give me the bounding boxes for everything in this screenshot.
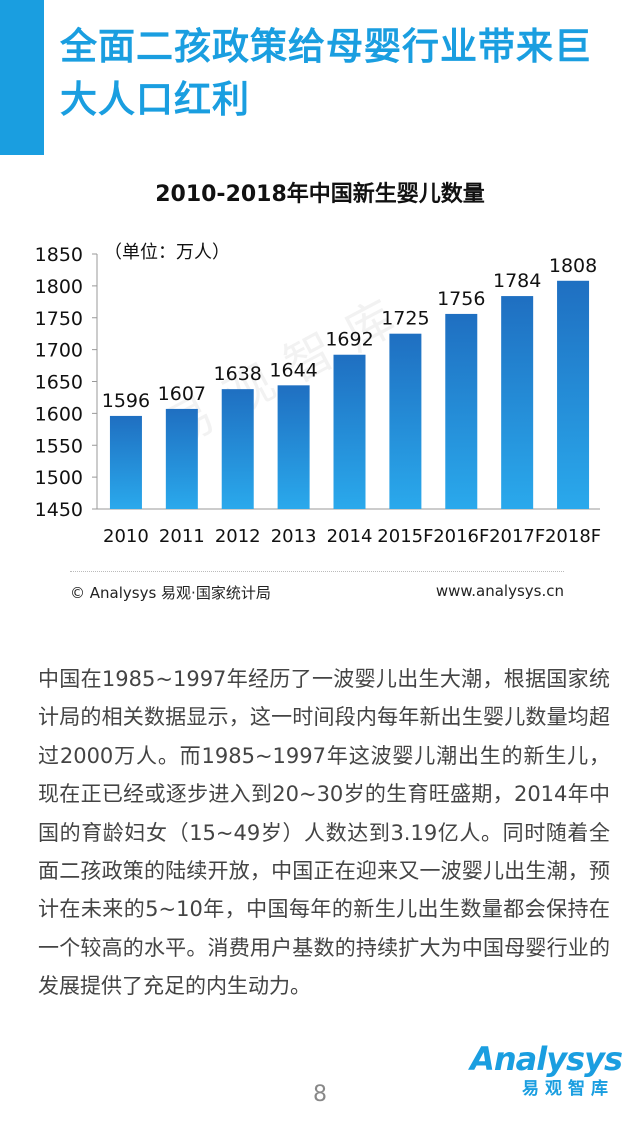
- logo-chinese: 易观智库: [522, 1079, 614, 1099]
- bar-value-label: 1725: [381, 308, 429, 330]
- y-tick-label: 1850: [35, 244, 83, 266]
- bar-2013: [277, 385, 310, 509]
- x-tick-label: 2013: [271, 526, 317, 547]
- y-tick-label: 1450: [35, 499, 83, 521]
- bar-value-label: 1692: [325, 329, 373, 351]
- y-tick-label: 1800: [35, 276, 83, 298]
- source-divider: [70, 571, 564, 572]
- bar-2016F: [445, 313, 478, 509]
- bar-value-label: 1607: [158, 383, 206, 405]
- page-number: 8: [313, 1082, 327, 1107]
- source-url[interactable]: www.analysys.cn: [435, 582, 564, 600]
- x-tick-label: 2015F: [377, 526, 433, 547]
- body-paragraph: 中国在1985~1997年经历了一波婴儿出生大潮，根据国家统计局的相关数据显示，…: [38, 667, 610, 999]
- bar-value-label: 1638: [214, 363, 262, 385]
- bar-value-label: 1644: [269, 359, 317, 381]
- source-credit: © Analysys 易观·国家统计局: [70, 584, 271, 602]
- bar-value-label: 1596: [102, 390, 150, 412]
- analysys-logo: Analysys 易观智库: [452, 1040, 623, 1100]
- page-title-line2: 大人口红利: [60, 78, 250, 121]
- bar-2017F: [501, 296, 534, 509]
- y-tick-label: 1650: [35, 372, 83, 394]
- unit-note: （单位：万人）: [104, 242, 230, 263]
- bar-value-label: 1808: [549, 255, 597, 277]
- y-tick-label: 1750: [35, 308, 83, 330]
- y-tick-label: 1600: [35, 403, 83, 425]
- bar-2012: [221, 389, 254, 509]
- x-tick-label: 2016F: [433, 526, 489, 547]
- x-tick-label: 2012: [215, 526, 261, 547]
- bar-2010: [109, 415, 142, 509]
- x-tick-label: 2018F: [545, 526, 601, 547]
- bar-value-label: 1784: [493, 270, 541, 292]
- chart-title: 2010-2018年中国新生婴儿数量: [155, 182, 485, 207]
- y-tick-label: 1700: [35, 340, 83, 362]
- x-tick-label: 2010: [103, 526, 149, 547]
- page-title-line1: 全面二孩政策给母婴行业带来巨: [60, 25, 592, 68]
- logo-wordmark: Analysys: [470, 1040, 623, 1078]
- bar-2018F: [557, 280, 590, 509]
- bar-2015F: [389, 333, 422, 509]
- x-tick-label: 2011: [159, 526, 205, 547]
- bar-2014: [333, 354, 366, 509]
- bar-value-label: 1756: [437, 288, 485, 310]
- title-accent-bar: [0, 0, 44, 155]
- x-tick-label: 2014: [327, 526, 373, 547]
- y-tick-label: 1500: [35, 467, 83, 489]
- page-title: 全面二孩政策给母婴行业带来巨 大人口红利: [60, 20, 620, 126]
- y-tick-label: 1550: [35, 435, 83, 457]
- bar-2011: [165, 408, 198, 509]
- x-tick-label: 2017F: [489, 526, 545, 547]
- bar-chart: 1450 1500 1550 1600 1650 1700 1750 1800 1850 2010…: [35, 242, 602, 547]
